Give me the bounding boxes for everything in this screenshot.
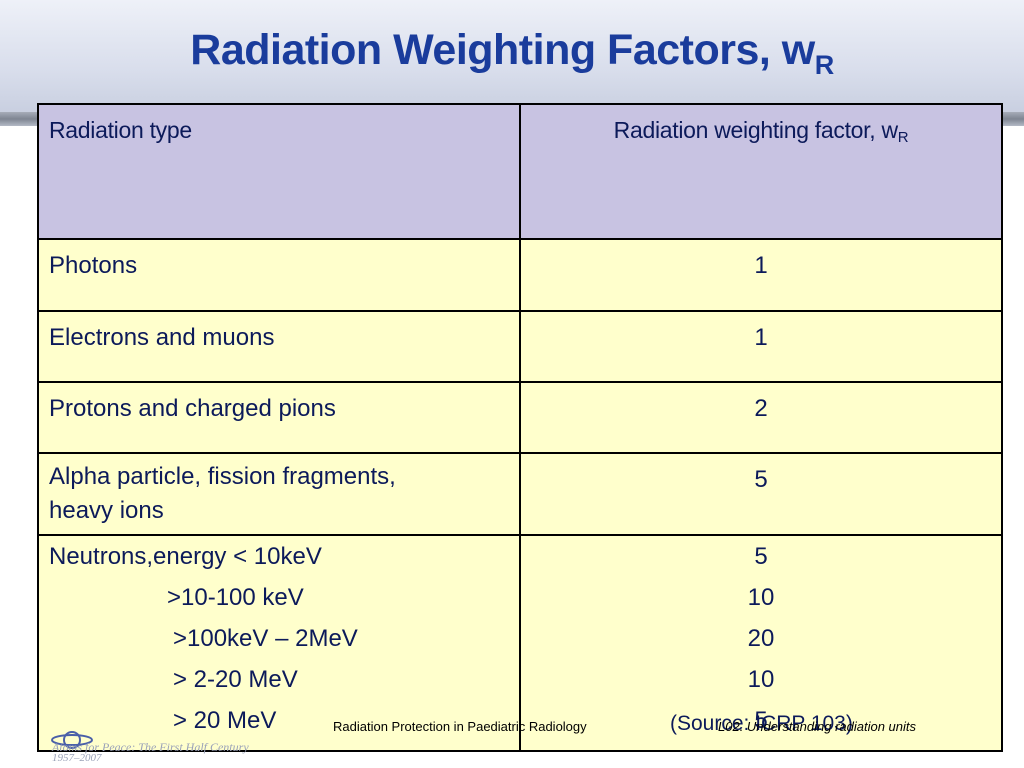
radiation-type-cell: Electrons and muons [49, 324, 275, 351]
radiation-type-line: Alpha particle, fission fragments, [49, 463, 396, 490]
radiation-type-line: heavy ions [49, 497, 164, 524]
neutron-factor-line: 20 [747, 625, 775, 652]
neutron-factor-line: 5 [754, 707, 768, 734]
table-row: Photons 1 [37, 238, 1003, 312]
footer-tagline: Atoms for Peace: The First Half Century [52, 740, 249, 754]
weighting-factor-cell: 1 [754, 252, 768, 279]
table-row: Protons and charged pions 2 [37, 381, 1003, 454]
footer-source: (Source: ICRP 103) [670, 712, 853, 735]
iaea-logo-icon [51, 731, 93, 749]
radiation-type-cell: Protons and charged pions [49, 395, 336, 422]
footer-years: 1957–2007 [52, 752, 102, 764]
neutron-energy-line: > 2-20 MeV [173, 666, 298, 693]
header-cell-radiation-type: Radiation type [37, 103, 521, 240]
radiation-type-cell: Alpha particle, fission fragments, heavy… [39, 454, 519, 528]
neutron-energy-line: > 20 MeV [173, 707, 277, 734]
header-weighting-factor-subscript: R [897, 129, 909, 146]
radiation-type-cell: Photons [49, 252, 138, 279]
neutron-factor-line: 10 [747, 666, 775, 693]
title-text: Radiation Weighting Factors, w [190, 26, 815, 74]
radiation-type-cell: Neutrons,energy < 10keV >10-100 keV >100… [39, 536, 519, 741]
neutron-factor-line: 10 [747, 584, 775, 611]
footer-course-title: Radiation Protection in Paediatric Radio… [333, 719, 587, 734]
neutron-energy-line: >100keV – 2MeV [173, 625, 358, 652]
weighting-factor-cell: 2 [754, 395, 768, 422]
header-weighting-factor-text: Radiation weighting factor, w [613, 117, 898, 143]
header-radiation-type: Radiation type [49, 117, 192, 143]
neutron-energy-line: >10-100 keV [167, 584, 304, 611]
header-weighting-factor: Radiation weighting factor, wR [521, 105, 1001, 146]
neutron-factor-line: 5 [754, 543, 768, 570]
table-row: Neutrons,energy < 10keV >10-100 keV >100… [37, 534, 1003, 752]
table-row: Electrons and muons 1 [37, 310, 1003, 383]
footer-lecture-title: L02. Understanding radiation units [718, 719, 917, 734]
weighting-factors-table: Radiation type Radiation weighting facto… [37, 103, 1003, 752]
weighting-factor-cell: 1 [754, 324, 768, 351]
weighting-factor-cell: 5 10 20 10 5 [521, 536, 1001, 741]
weighting-factor-cell: 5 [754, 466, 768, 493]
header-cell-weighting-factor: Radiation weighting factor, wR [519, 103, 1003, 240]
title-subscript: R [814, 50, 835, 80]
table-header-row: Radiation type Radiation weighting facto… [37, 103, 1003, 240]
table-row: Alpha particle, fission fragments, heavy… [37, 452, 1003, 536]
page-title: Radiation Weighting Factors, wR [0, 26, 1024, 81]
neutron-energy-line: Neutrons,energy < 10keV [49, 543, 322, 570]
